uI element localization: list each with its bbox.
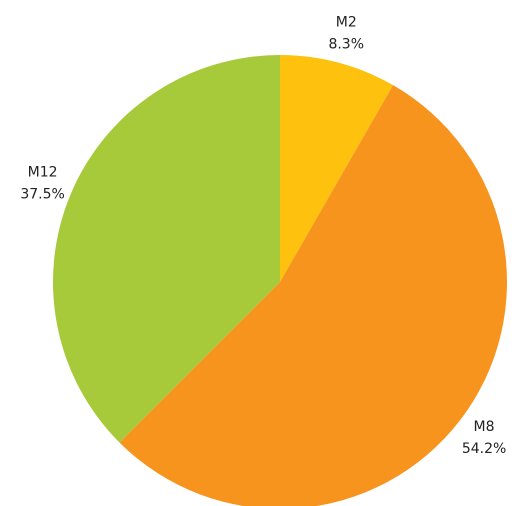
pie-slice	[119, 85, 507, 506]
pie-slice	[280, 55, 394, 282]
slice-value-label: 37.5%	[20, 187, 64, 203]
slice-label: M8	[474, 419, 495, 435]
slice-value-label: 54.2%	[462, 441, 506, 457]
slice-label: M12	[28, 165, 58, 181]
pie-slice	[53, 55, 280, 443]
slice-value-label: 8.3%	[328, 37, 364, 53]
slice-label: M2	[336, 15, 357, 31]
